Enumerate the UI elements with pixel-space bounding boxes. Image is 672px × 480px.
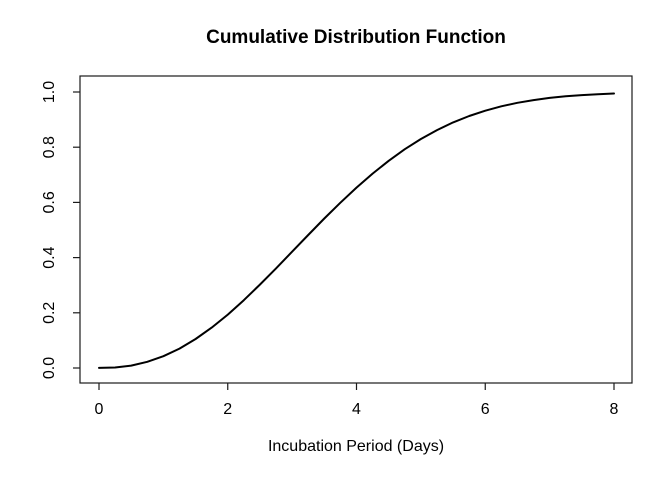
x-tick-label: 2	[223, 401, 232, 418]
x-tick-label: 6	[481, 401, 490, 418]
x-tick-label: 4	[352, 401, 361, 418]
y-tick-label: 0.0	[41, 357, 58, 379]
y-tick-label: 0.6	[41, 191, 58, 213]
y-tick-label: 0.4	[41, 246, 58, 268]
y-tick-label: 0.2	[41, 302, 58, 324]
plot-box	[79, 75, 633, 384]
y-tick-label: 1.0	[41, 81, 58, 103]
y-tick-label: 0.8	[41, 136, 58, 158]
chart-title: Cumulative Distribution Function	[206, 27, 506, 48]
cdf-curve	[98, 92, 615, 369]
x-tick-label: 0	[95, 401, 104, 418]
x-axis-label: Incubation Period (Days)	[267, 438, 445, 455]
x-tick-label: 8	[610, 401, 619, 418]
